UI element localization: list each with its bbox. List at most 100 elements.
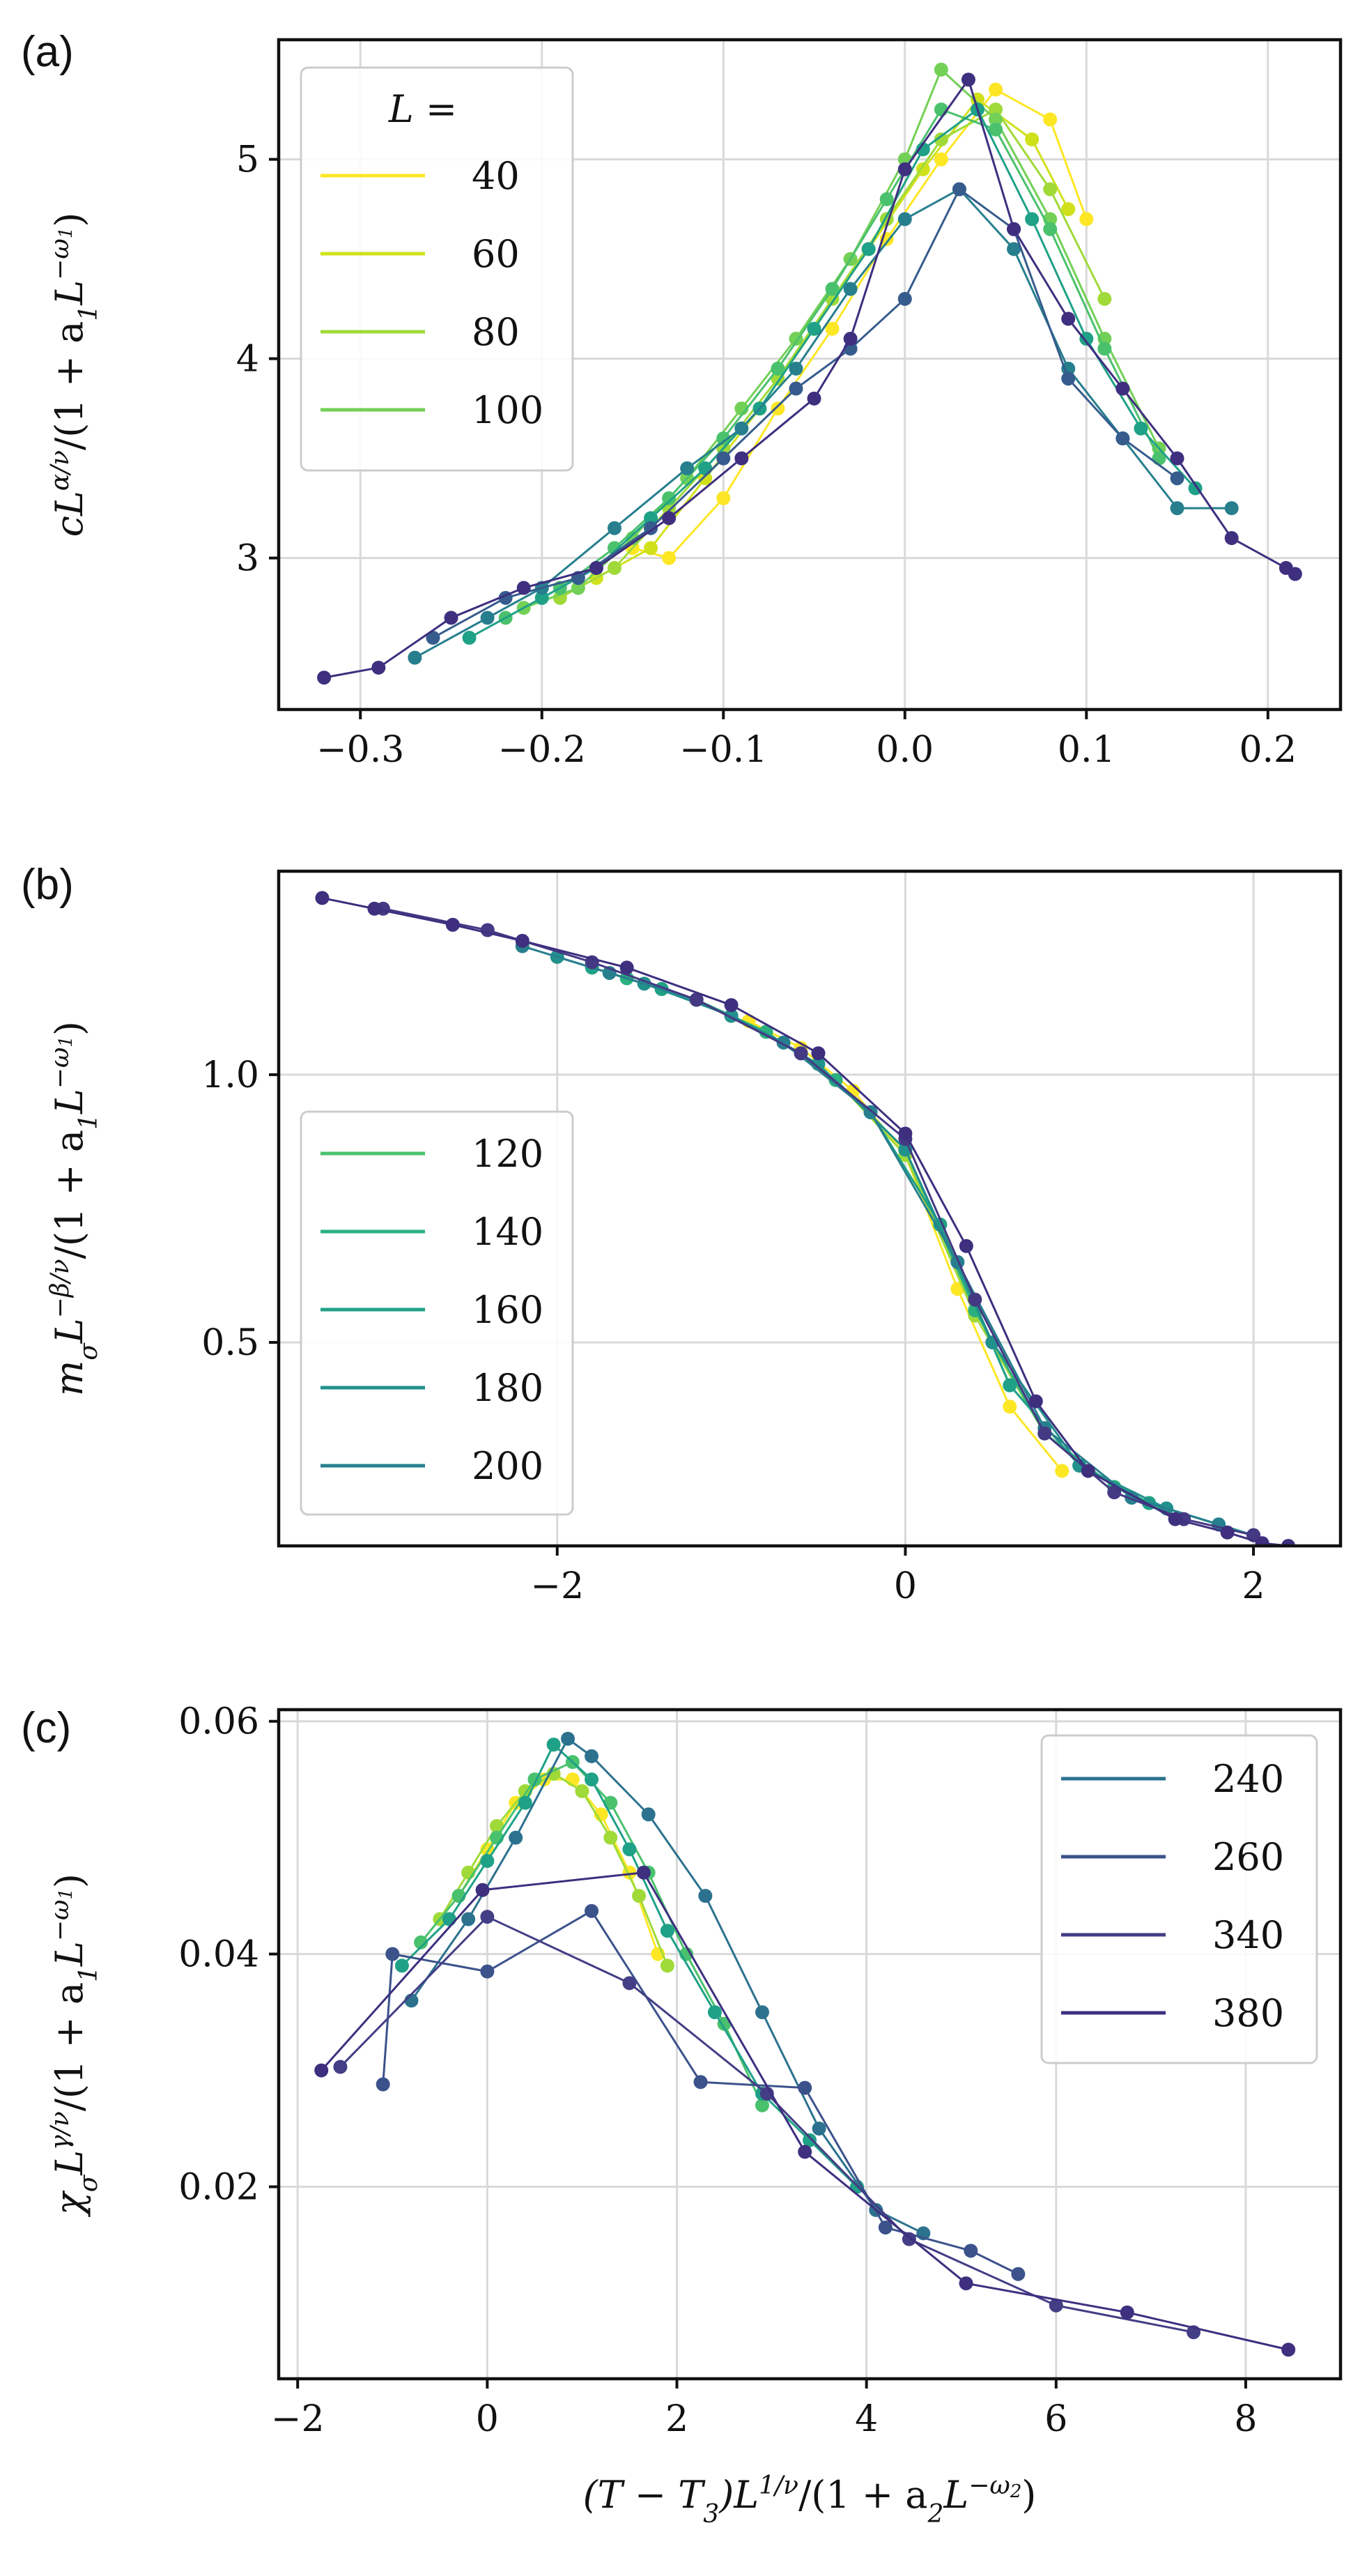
x-tick-label: 0.2 (1239, 729, 1297, 771)
data-point-L340 (1049, 2298, 1063, 2313)
panel-c: (c) −2 0 2 4 6 8 0.02 0.04 0.06 χσLγ/ν/(1 + a1L−ω1… (21, 1701, 1343, 2529)
data-point-L80 (489, 1818, 504, 1833)
y-tick-label: 0.04 (178, 1934, 259, 1976)
data-point-L160 (585, 1772, 599, 1787)
data-point-L200 (1061, 361, 1076, 376)
data-point-L160 (394, 1958, 409, 1973)
data-point-L340 (480, 1910, 495, 1924)
series-line-L260 (382, 1910, 1019, 2276)
data-point-L100 (934, 62, 948, 77)
legend-entry-L40: 40 (472, 154, 520, 198)
data-point-L80 (989, 102, 1003, 117)
data-point-L200 (408, 650, 422, 665)
data-point-L80 (575, 1784, 589, 1798)
data-point-L380 (811, 1046, 826, 1061)
data-point-L260 (789, 381, 803, 396)
plot-frame (277, 1708, 1343, 2381)
legend-box (1040, 1734, 1318, 2064)
y-axis-label: χσLγ/ν/(1 + a1L−ω1) (46, 1873, 103, 2218)
legend-entry-L200: 200 (472, 1444, 543, 1488)
data-point-L380 (367, 901, 382, 916)
data-point-L340 (333, 2060, 348, 2074)
data-point-L240 (698, 1889, 713, 1903)
data-point-L380 (314, 2063, 329, 2078)
data-point-L260 (385, 1947, 400, 1961)
data-point-L80 (1097, 291, 1112, 306)
legend-entry-L240: 240 (1212, 1757, 1284, 1801)
series-line-L200 (522, 945, 1219, 1526)
data-point-L380 (445, 917, 460, 932)
data-point-L80 (603, 1830, 618, 1845)
data-point-L380 (898, 1126, 913, 1141)
data-point-L200 (734, 421, 749, 436)
data-point-L380 (961, 72, 975, 87)
data-point-L160 (442, 1912, 456, 1926)
data-point-L340 (794, 1046, 808, 1061)
data-point-L260 (798, 2080, 812, 2095)
data-point-L240 (641, 1807, 656, 1822)
panel-label: (a) (21, 28, 74, 76)
data-point-L80 (934, 132, 948, 147)
data-point-L380 (798, 2145, 812, 2159)
data-point-L260 (897, 291, 912, 306)
data-point-L260 (585, 1903, 599, 1918)
legend-entry-L80: 80 (472, 310, 520, 354)
data-point-L380 (843, 332, 858, 346)
data-point-L40 (771, 401, 785, 416)
data-point-L40 (1079, 212, 1094, 227)
data-point-L160 (807, 321, 821, 336)
x-tick-label: 6 (1044, 2398, 1067, 2440)
y-tick-label: 0.02 (178, 2167, 259, 2209)
series-line-L380 (323, 78, 1296, 679)
data-point-L40 (989, 82, 1003, 97)
data-point-L120 (771, 361, 785, 376)
y-tick-label: 1.0 (201, 1055, 259, 1096)
data-point-L380 (636, 1865, 651, 1880)
data-point-L380 (1120, 2305, 1134, 2320)
data-point-L340 (902, 2232, 916, 2246)
data-point-L380 (1081, 1464, 1095, 1478)
data-point-L160 (644, 511, 658, 526)
x-tick-label: 2 (1242, 1565, 1265, 1607)
data-point-L160 (1003, 1378, 1017, 1393)
x-tick-label: 0 (476, 2398, 499, 2440)
legend: L = 40 60 80 100 (300, 66, 574, 472)
data-point-L160 (1079, 332, 1094, 346)
data-point-L60 (644, 541, 658, 555)
data-point-L40 (934, 152, 948, 167)
data-point-L160 (803, 2133, 817, 2147)
plot-frame (277, 38, 1343, 712)
data-point-L80 (660, 1958, 674, 1973)
data-point-L160 (861, 242, 876, 256)
data-point-L120 (662, 491, 677, 505)
data-point-L80 (1043, 182, 1058, 197)
data-point-L120 (1097, 342, 1112, 356)
data-point-L340 (622, 1976, 637, 1991)
data-point-L380 (1281, 2343, 1296, 2357)
panel-label: (b) (21, 861, 74, 909)
data-point-L380 (959, 1239, 973, 1253)
legend-box (300, 1110, 574, 1516)
data-point-L380 (317, 670, 332, 685)
data-point-L260 (1011, 2267, 1026, 2281)
data-point-L120 (1043, 222, 1058, 236)
x-tick-label: −0.3 (316, 729, 404, 771)
data-point-L340 (1107, 1485, 1122, 1500)
data-point-L240 (509, 1830, 523, 1845)
data-point-L120 (755, 2098, 769, 2113)
data-point-L120 (825, 282, 840, 296)
data-point-L380 (1007, 222, 1021, 236)
data-point-L260 (480, 1964, 495, 1979)
data-point-L40 (662, 551, 677, 565)
series-group (317, 62, 1302, 685)
data-point-L380 (315, 891, 330, 905)
data-point-L380 (1288, 567, 1302, 581)
x-tick-label: −0.1 (679, 729, 767, 771)
data-point-L340 (1037, 1426, 1052, 1441)
data-point-L380 (475, 1883, 490, 1897)
data-point-L380 (1028, 1394, 1043, 1409)
data-point-L200 (1007, 242, 1021, 256)
data-point-L160 (534, 590, 549, 605)
data-point-L380 (724, 998, 739, 1013)
